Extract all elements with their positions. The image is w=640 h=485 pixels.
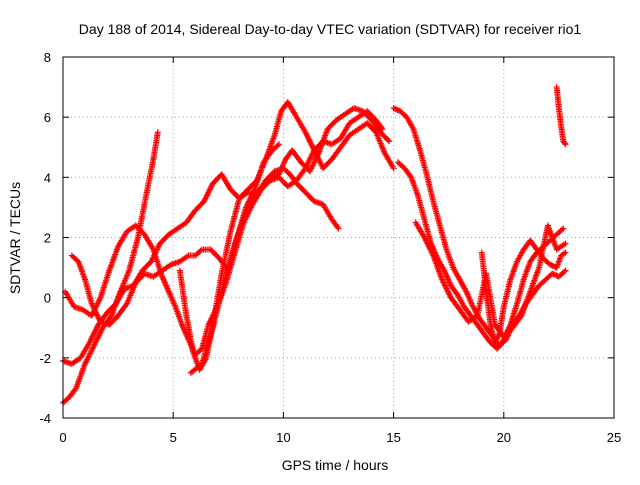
data-point — [274, 142, 281, 149]
data-series-track-6 — [187, 105, 393, 376]
data-point — [561, 140, 568, 147]
x-tick-label: 15 — [386, 430, 400, 445]
data-point — [547, 261, 554, 268]
x-tick-label: 25 — [607, 430, 621, 445]
data-point — [335, 225, 342, 232]
x-tick-label: 5 — [170, 430, 177, 445]
data-point — [393, 106, 400, 113]
data-point — [554, 273, 561, 280]
data-point — [390, 165, 397, 172]
data-point — [197, 247, 204, 254]
data-point — [386, 138, 393, 145]
x-tick-label: 20 — [497, 430, 511, 445]
x-tick-label: 10 — [276, 430, 290, 445]
y-tick-label: 8 — [44, 50, 51, 65]
data-point — [560, 225, 567, 232]
data-series-track-10 — [478, 237, 569, 346]
y-tick-label: 0 — [44, 291, 51, 306]
data-layer — [60, 84, 569, 406]
data-series-track-11 — [553, 84, 569, 148]
data-point — [562, 141, 569, 148]
x-axis-label: GPS time / hours — [282, 457, 389, 473]
data-point — [562, 267, 569, 274]
data-point — [385, 137, 392, 144]
data-point — [561, 268, 568, 275]
data-point — [154, 129, 161, 136]
data-point — [551, 271, 558, 278]
y-tick-label: 4 — [44, 170, 51, 185]
data-point — [394, 106, 401, 113]
data-point — [390, 105, 397, 112]
data-point — [558, 226, 565, 233]
grid — [63, 57, 614, 418]
ticks: 0 5 10 15 20 25 -4 -2 0 2 4 6 8 — [39, 50, 621, 445]
x-tick-label: 0 — [59, 430, 66, 445]
data-point — [549, 270, 556, 277]
data-point — [562, 240, 569, 247]
data-point — [548, 262, 555, 269]
y-axis-label: SDTVAR / TECUs — [7, 182, 23, 294]
data-point — [275, 141, 282, 148]
data-point — [391, 105, 398, 112]
data-point — [334, 224, 341, 231]
y-tick-label: 6 — [44, 110, 51, 125]
y-tick-label: -4 — [39, 411, 51, 426]
y-tick-label: -2 — [39, 351, 51, 366]
data-point — [550, 271, 557, 278]
chart-title: Day 188 of 2014, Sidereal Day-to-day VTE… — [79, 21, 582, 37]
data-point — [562, 249, 569, 256]
y-tick-label: 2 — [44, 231, 51, 246]
